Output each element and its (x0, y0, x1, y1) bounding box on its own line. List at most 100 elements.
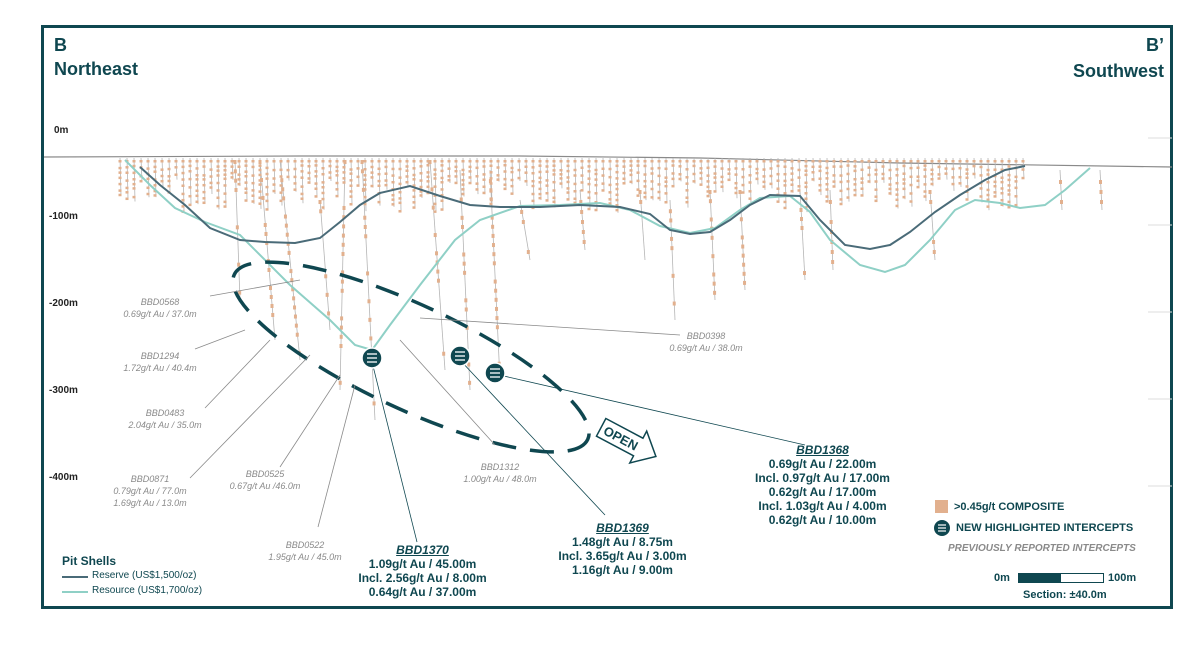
composite-interval (202, 183, 206, 187)
composite-interval (636, 160, 640, 163)
composite-interval (520, 210, 524, 214)
composite-interval (930, 168, 934, 172)
composite-interval (657, 196, 661, 200)
composite-interval (580, 210, 584, 214)
composite-interval (783, 160, 787, 163)
composite-interval (272, 160, 276, 163)
composite-interval (372, 401, 376, 406)
composite-interval (566, 169, 570, 173)
composite-interval (398, 160, 402, 163)
composite-interval (503, 164, 507, 167)
composite-interval (916, 175, 920, 178)
composite-interval (517, 160, 521, 163)
composite-interval (132, 164, 136, 168)
composite-interval (321, 206, 325, 209)
composite-interval (734, 191, 738, 195)
composite-interval (790, 183, 794, 186)
composite-interval (930, 182, 934, 186)
composite-interval (160, 168, 164, 171)
composite-interval (440, 181, 444, 184)
composite-interval (828, 200, 832, 204)
composite-interval (720, 160, 724, 163)
composite-interval (986, 193, 990, 197)
composite-interval (181, 205, 185, 208)
composite-interval (524, 165, 528, 169)
composite-interval (587, 170, 591, 173)
composite-interval (160, 160, 164, 163)
composite-interval (475, 182, 479, 185)
intercept-label-bbd0525: BBD0525 0.67g/t Au /46.0m (229, 469, 301, 491)
drill-trace (357, 157, 360, 187)
composite-interval (811, 165, 815, 169)
drill-trace (840, 157, 843, 204)
composite-interval (307, 165, 311, 168)
composite-interval (468, 160, 472, 163)
composite-interval (825, 160, 829, 163)
composite-interval (328, 164, 332, 168)
composite-interval (328, 171, 332, 174)
drill-trace (952, 157, 955, 191)
composite-interval (419, 194, 423, 197)
composite-interval (573, 174, 577, 177)
composite-interval (727, 172, 731, 175)
composite-interval (321, 181, 325, 184)
composite-interval (650, 167, 654, 170)
composite-interval (932, 250, 936, 254)
composite-interval (762, 185, 766, 188)
composite-interval (153, 160, 157, 163)
composite-interval (181, 171, 185, 175)
composite-interval (223, 205, 227, 208)
composite-interval (615, 198, 619, 202)
composite-interval (708, 199, 712, 204)
composite-interval (244, 187, 248, 190)
depth-gridlines (1148, 137, 1172, 487)
composite-interval (468, 170, 472, 173)
composite-interval (615, 164, 619, 168)
new-intercepts-legend-icon (934, 520, 950, 536)
composite-interval (672, 301, 676, 306)
composite-interval (755, 171, 759, 175)
composite-interval (916, 160, 920, 163)
depth-label-200m: -200m (49, 298, 78, 309)
composite-interval (125, 191, 129, 194)
composite-interval (398, 182, 402, 186)
drill-trace (742, 157, 745, 193)
composite-interval (965, 198, 969, 201)
composite-interval (367, 299, 371, 304)
composite-interval (1021, 176, 1025, 180)
composite-interval (986, 188, 990, 192)
composite-interval (265, 166, 269, 170)
composite-interval (251, 165, 255, 169)
composite-interval (622, 182, 626, 185)
composite-interval (342, 166, 346, 169)
composite-interval (923, 195, 927, 198)
composite-interval (839, 202, 843, 206)
composite-interval (447, 174, 451, 178)
composite-interval (923, 168, 927, 171)
composite-interval (545, 199, 549, 202)
composite-interval (538, 170, 542, 174)
previous-intercept-leaders (189, 279, 681, 528)
composite-interval (153, 184, 157, 187)
composite-interval (202, 197, 206, 200)
composite-interval (713, 181, 717, 184)
composite-interval (377, 179, 381, 183)
composite-interval (433, 160, 437, 163)
composite-interval (538, 181, 542, 184)
composite-interval (531, 166, 535, 169)
composite-interval (272, 177, 276, 180)
composite-interval (188, 203, 192, 207)
composite-interval (853, 165, 857, 168)
composite-interval (664, 167, 668, 171)
composite-interval (391, 203, 395, 206)
drill-trace (252, 157, 255, 204)
topography-line (43, 155, 1173, 168)
composite-interval (223, 160, 227, 163)
composite-interval (531, 171, 535, 175)
composite-interval (524, 160, 528, 163)
composite-interval (341, 252, 345, 256)
composite-interval (412, 201, 416, 204)
composite-interval (366, 271, 370, 276)
composite-interval (741, 253, 745, 258)
